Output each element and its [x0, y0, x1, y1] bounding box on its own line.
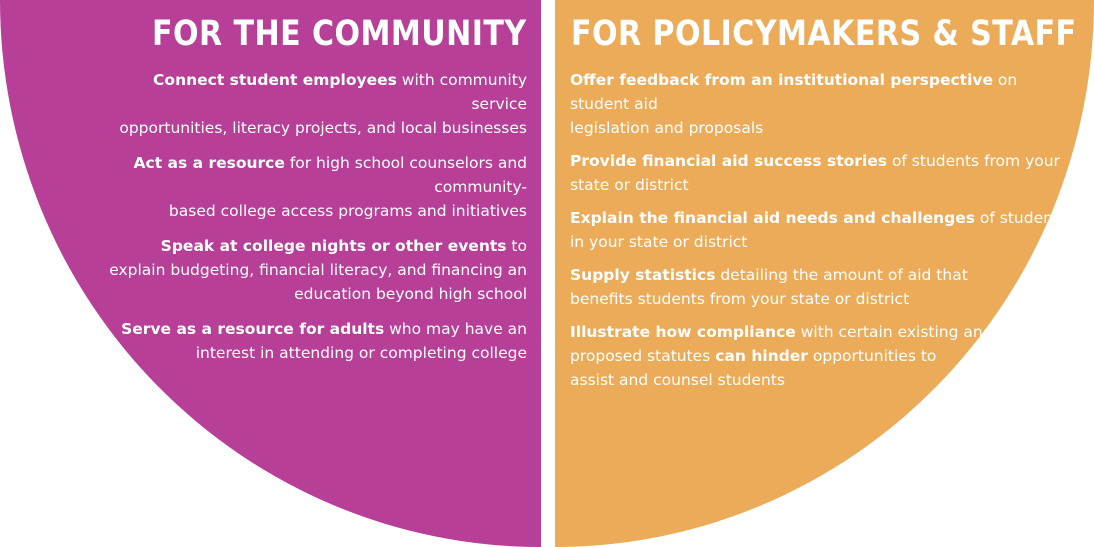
list-item: Speak at college nights or other events …: [97, 234, 527, 306]
item-emphasis: Speak at college nights or other events: [160, 237, 507, 255]
item-text: based college access programs and initia…: [168, 202, 527, 220]
policy-list: Offer feedback from an institutional per…: [570, 68, 1070, 401]
item-text: proposed statutes: [570, 347, 716, 365]
item-emphasis: Supply statistics: [570, 266, 716, 284]
item-emphasis: Provide financial aid success stories: [570, 152, 888, 170]
item-emphasis: Act as a resource: [133, 154, 285, 172]
policy-title: FOR POLICYMAKERS & STAFF: [571, 14, 1077, 54]
list-item: Offer feedback from an institutional per…: [570, 68, 1070, 140]
item-text: opportunities to: [807, 347, 937, 365]
list-item: Provide financial aid success stories of…: [570, 149, 1070, 197]
item-emphasis: can hinder: [715, 347, 808, 365]
item-emphasis: Connect student employees: [153, 71, 397, 89]
item-text: opportunities, literacy projects, and lo…: [119, 119, 527, 137]
list-item: Connect student employees with community…: [97, 68, 527, 140]
list-item: Explain the financial aid needs and chal…: [570, 206, 1070, 254]
item-emphasis: Illustrate how compliance: [570, 323, 796, 341]
community-title: FOR THE COMMUNITY: [152, 14, 527, 54]
item-text: on student aid: [570, 71, 1018, 113]
item-text: assist and counsel students: [570, 371, 785, 389]
item-text: education beyond high school: [294, 285, 527, 303]
item-text: of students: [974, 209, 1068, 227]
community-half-circle: FOR THE COMMUNITY Connect student employ…: [0, 0, 541, 547]
item-emphasis: Serve as a resource for adults: [121, 320, 385, 338]
item-text: with community service: [396, 71, 527, 113]
item-text: in your state or district: [570, 233, 748, 251]
item-text: detailing the amount of aid that: [715, 266, 968, 284]
item-text: with certain existing and: [795, 323, 993, 341]
item-emphasis: Offer feedback from an institutional per…: [570, 71, 993, 89]
item-text: benefits students from your state or dis…: [570, 290, 910, 308]
item-text: explain budgeting, financial literacy, a…: [109, 261, 527, 279]
item-text: legislation and proposals: [570, 119, 764, 137]
item-emphasis: Explain the financial aid needs and chal…: [570, 209, 975, 227]
list-item: Act as a resource for high school counse…: [97, 151, 527, 223]
policy-half-circle: FOR POLICYMAKERS & STAFF Offer feedback …: [555, 0, 1094, 547]
item-text: to: [506, 237, 527, 255]
item-text: who may have an: [384, 320, 527, 338]
item-text: for high school counselors and community…: [284, 154, 527, 196]
item-text: interest in attending or completing coll…: [195, 344, 527, 362]
item-text: of students from your: [887, 152, 1060, 170]
item-text: state or district: [570, 176, 689, 194]
community-list: Connect student employees with community…: [97, 68, 527, 376]
list-item: Illustrate how compliance with certain e…: [570, 320, 1070, 392]
list-item: Supply statistics detailing the amount o…: [570, 263, 1070, 311]
list-item: Serve as a resource for adults who may h…: [97, 317, 527, 365]
